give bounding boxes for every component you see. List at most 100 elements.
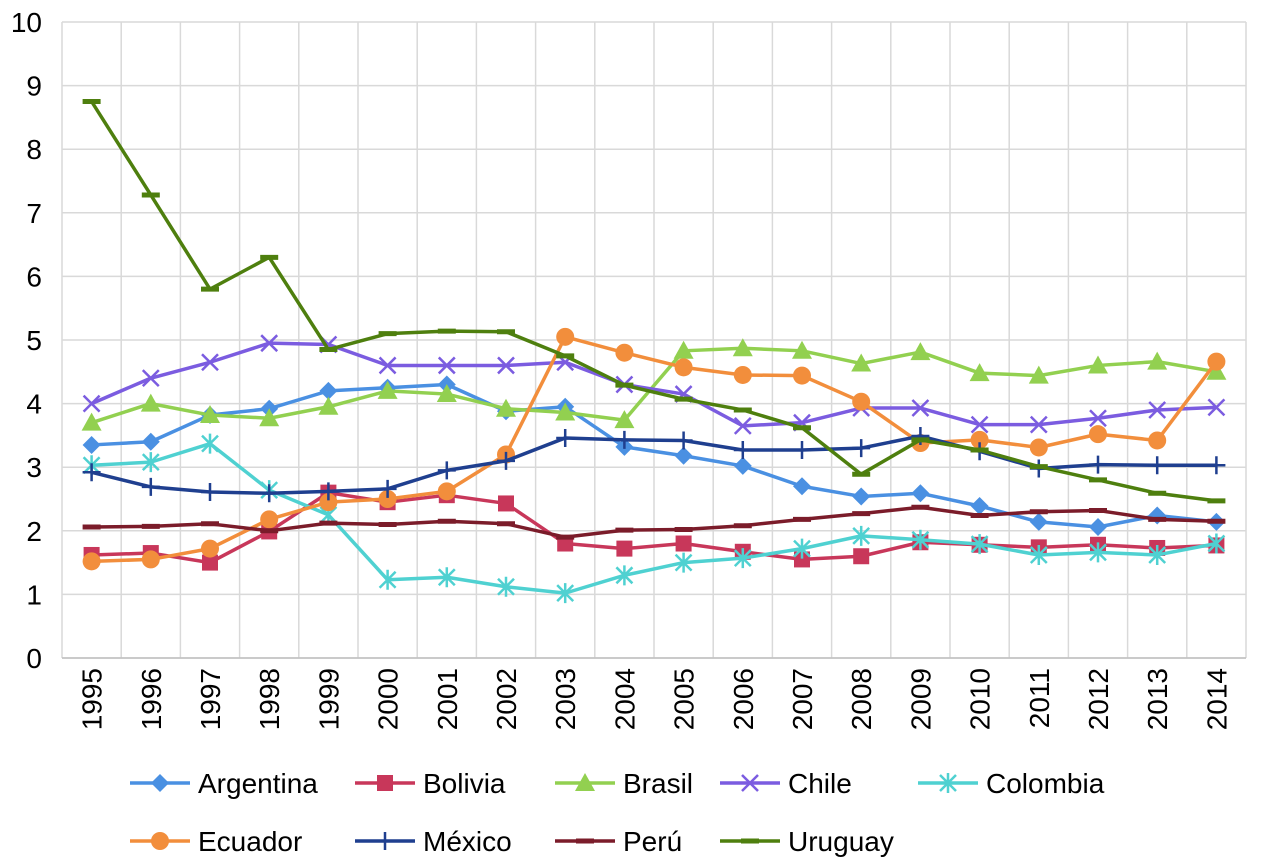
- data-point-colombia: [201, 433, 219, 454]
- data-point-colombia: [141, 452, 160, 473]
- data-point-mexico: [1089, 455, 1107, 474]
- data-point-argentina: [141, 432, 160, 451]
- data-point-chile: [970, 415, 989, 434]
- x-tick-label: 2010: [965, 668, 996, 730]
- data-point-brasil: [969, 363, 990, 382]
- legend-item-argentina: Argentina: [130, 768, 318, 799]
- data-point-brasil: [496, 398, 516, 417]
- data-point-mexico: [556, 428, 575, 447]
- data-point-brasil: [555, 402, 576, 421]
- legend-label: Bolivia: [423, 768, 506, 799]
- data-point-chile: [1029, 415, 1048, 434]
- data-point-colombia: [1207, 533, 1226, 554]
- data-point-ecuador: [615, 343, 634, 362]
- data-point-colombia: [733, 548, 752, 569]
- data-point-ecuador: [437, 482, 456, 501]
- series-layer: [81, 99, 1227, 604]
- data-point-brasil: [259, 408, 280, 427]
- data-point-argentina: [319, 381, 338, 400]
- y-axis: 0 1 2 3 4 5 6 7 8 9 10: [11, 7, 42, 674]
- data-point-colombia: [1148, 544, 1167, 565]
- data-point-mexico: [141, 477, 160, 496]
- data-point-colombia: [1089, 542, 1107, 563]
- data-point-mexico: [793, 441, 811, 460]
- data-point-colombia: [378, 569, 397, 590]
- data-point-argentina: [911, 484, 930, 503]
- x-tick-label: 1998: [254, 668, 285, 730]
- series-line-peru: [91, 505, 1217, 539]
- series-line-bolivia: [91, 490, 1217, 565]
- data-point-mexico: [733, 441, 752, 460]
- x-tick-label: 2013: [1142, 668, 1173, 730]
- data-point-chile: [82, 394, 101, 413]
- legend-marker: [151, 774, 169, 792]
- data-point-argentina: [793, 477, 811, 496]
- x-axis: 1995 1996 1997 1998 1999 2000 2001 2002 2003 2004…: [77, 668, 1233, 730]
- data-point-brasil: [377, 380, 398, 399]
- data-point-chile: [201, 353, 219, 372]
- data-point-brasil: [1206, 361, 1227, 380]
- data-point-bolivia: [202, 554, 218, 571]
- y-tick-label: 0: [26, 643, 42, 674]
- series-line-ecuador: [91, 335, 1218, 564]
- data-point-ecuador: [319, 493, 338, 512]
- y-tick-label: 8: [26, 134, 42, 165]
- y-tick-label: 1: [26, 579, 42, 610]
- legend-item-peru: Perú: [555, 826, 682, 857]
- data-point-ecuador: [674, 358, 693, 377]
- y-tick-label: 4: [26, 389, 42, 420]
- series-brasil: [81, 338, 1227, 431]
- data-point-colombia: [911, 529, 930, 550]
- data-point-chile: [497, 356, 515, 375]
- series-ecuador: [82, 327, 1226, 571]
- x-tick-label: 1996: [136, 668, 167, 730]
- data-point-mexico: [852, 439, 871, 458]
- data-point-ecuador: [1148, 431, 1167, 450]
- data-point-colombia: [556, 583, 575, 604]
- data-point-bolivia: [794, 551, 810, 568]
- data-point-colombia: [615, 565, 634, 586]
- series-line-chile: [90, 341, 1217, 428]
- data-point-argentina: [733, 456, 752, 475]
- x-tick-label: 2004: [609, 668, 640, 730]
- x-tick-label: 2005: [669, 668, 700, 730]
- data-point-argentina: [1029, 512, 1048, 531]
- data-point-ecuador: [1029, 438, 1048, 457]
- data-point-mexico: [378, 479, 397, 498]
- x-tick-label: 2007: [787, 668, 818, 730]
- data-point-mexico: [1148, 456, 1167, 475]
- data-point-ecuador: [141, 550, 160, 569]
- data-point-ecuador: [201, 539, 219, 558]
- data-point-brasil: [436, 384, 457, 403]
- legend-label: Colombia: [986, 768, 1105, 799]
- data-point-argentina: [674, 446, 693, 465]
- x-tick-label: 1997: [195, 668, 226, 730]
- data-point-brasil: [1028, 365, 1049, 384]
- y-tick-label: 10: [11, 7, 42, 38]
- data-point-bolivia: [853, 548, 870, 565]
- legend-label: Brasil: [623, 768, 693, 799]
- series-peru: [82, 504, 1226, 540]
- x-tick-label: 2002: [491, 668, 522, 730]
- data-point-chile: [260, 334, 279, 353]
- data-point-mexico: [82, 463, 101, 482]
- x-tick-label: 2006: [728, 668, 759, 730]
- y-tick-label: 3: [26, 452, 42, 483]
- data-point-chile: [141, 369, 160, 388]
- data-point-colombia: [970, 534, 989, 555]
- y-tick-label: 2: [26, 516, 42, 547]
- gridlines: [61, 21, 1247, 659]
- x-tick-label: 1995: [77, 668, 108, 730]
- data-point-ecuador: [378, 490, 397, 508]
- data-point-brasil: [81, 412, 102, 431]
- data-point-colombia: [852, 525, 871, 546]
- x-tick-label: 2001: [432, 668, 463, 730]
- x-tick-label: 2008: [846, 668, 877, 730]
- legend-item-chile: Chile: [720, 768, 852, 799]
- data-point-colombia: [437, 567, 456, 588]
- data-point-mexico: [437, 461, 456, 480]
- data-point-brasil: [140, 393, 161, 412]
- series-line-brasil: [91, 346, 1217, 425]
- data-point-brasil: [1088, 355, 1108, 374]
